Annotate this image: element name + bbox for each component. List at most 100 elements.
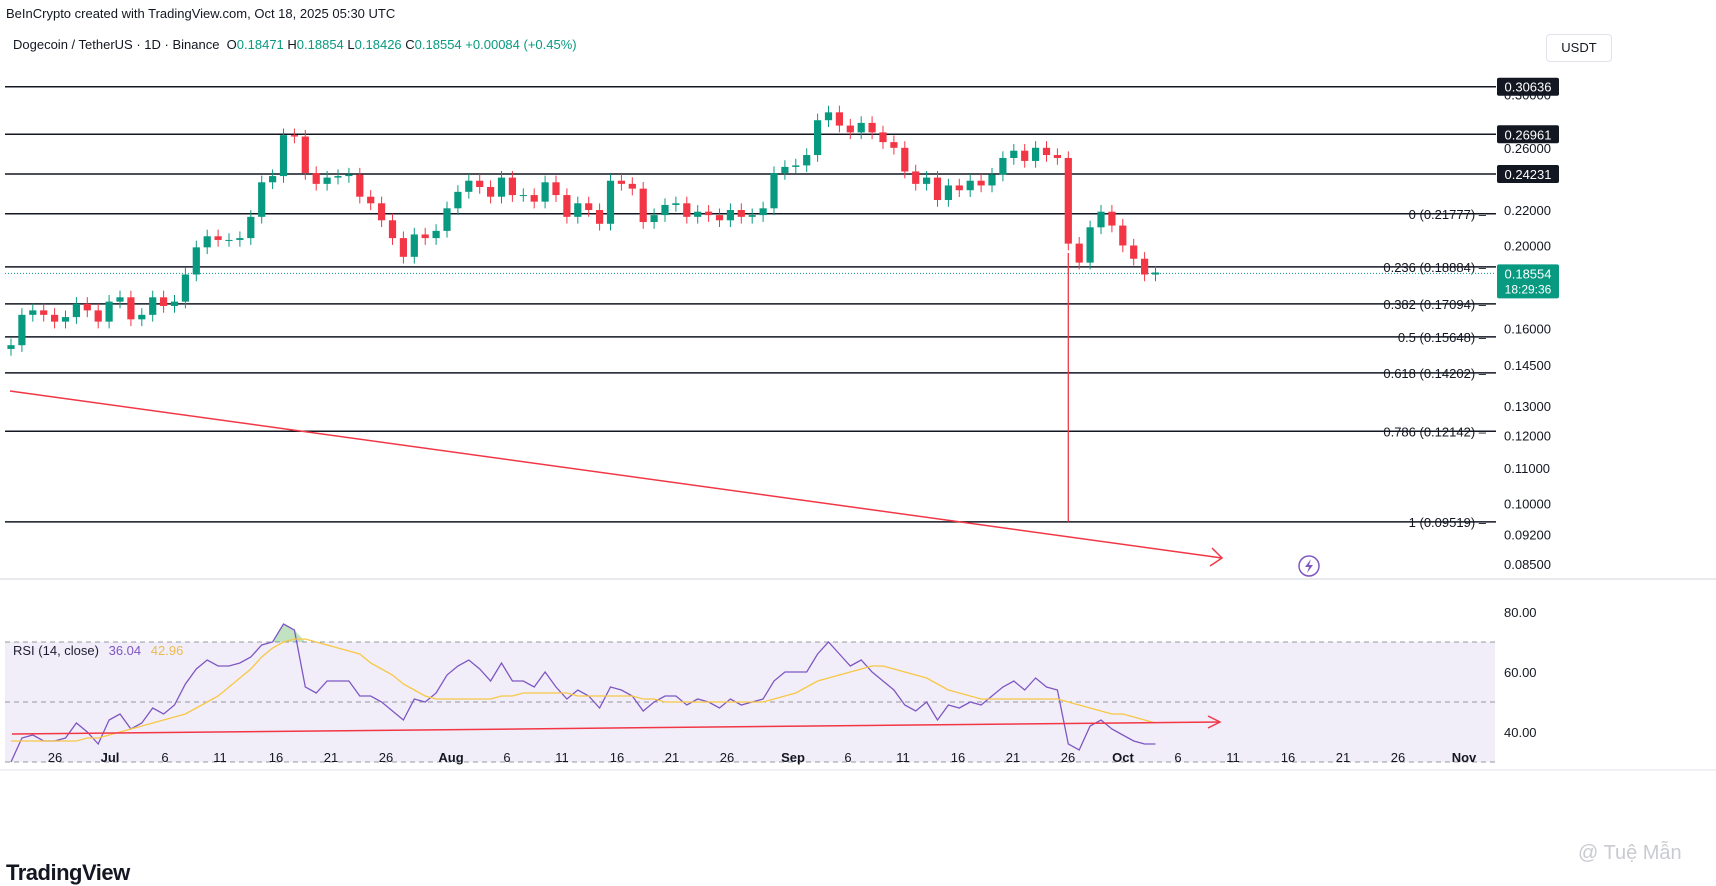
last-price-label: 0.18554 — [1505, 266, 1552, 281]
candle-body — [628, 183, 636, 189]
lightning-icon[interactable] — [1298, 555, 1320, 577]
candle-body — [650, 215, 658, 223]
lightning-bolt-icon — [1305, 559, 1313, 573]
candle-body — [399, 238, 407, 257]
price-tick-label: 0.09200 — [1504, 528, 1551, 543]
rsi-line — [10, 623, 1156, 763]
currency-button[interactable]: USDT — [1546, 34, 1612, 62]
candle-body — [487, 187, 495, 197]
candle-body — [83, 303, 91, 311]
candle-body — [879, 132, 887, 143]
candle-body — [127, 297, 135, 320]
tradingview-logo: TradingView — [6, 860, 130, 885]
candle-body — [1053, 155, 1061, 158]
candle-body — [356, 174, 364, 197]
open-value: 0.18471 — [236, 37, 284, 52]
candle-body — [1141, 258, 1149, 275]
high-value: 0.18854 — [296, 37, 344, 52]
close-value: 0.18554 — [414, 37, 462, 52]
candle-body — [792, 165, 800, 167]
candle-body — [705, 211, 713, 216]
price-tick-label: 0.16000 — [1504, 322, 1551, 337]
level-tag-bg — [1497, 165, 1559, 184]
candle-body — [1086, 227, 1094, 263]
fib-label-0.786: 0.786 (0.12142) – — [1383, 424, 1486, 439]
candle-body — [1075, 243, 1083, 263]
candle-body — [1097, 211, 1105, 228]
open-label: O — [226, 37, 237, 52]
time-tick-label: 11 — [896, 750, 910, 765]
candle-body — [857, 122, 865, 133]
time-tick-label: 16 — [610, 750, 624, 765]
candle-body — [1010, 150, 1018, 158]
time-tick-label: 21 — [1336, 750, 1350, 765]
candle-body — [323, 177, 331, 184]
level-tag-label: 0.30636 — [1505, 80, 1552, 95]
candle-body — [170, 301, 179, 306]
last-price-tag-bg — [1497, 264, 1559, 299]
candle-body — [617, 180, 625, 184]
time-tick-label: 11 — [555, 750, 569, 765]
candle-body — [138, 314, 146, 320]
low-value: 0.18426 — [354, 37, 402, 52]
close-label: C — [405, 37, 415, 52]
candle-body — [279, 135, 288, 177]
candle-body — [454, 191, 462, 209]
candle-body — [181, 274, 189, 302]
candle-body — [661, 204, 669, 216]
candle-body — [203, 236, 211, 248]
candle-body — [672, 203, 680, 205]
candle-body — [61, 317, 70, 322]
rsi-legend[interactable]: RSI (14, close) 36.04 42.96 — [13, 643, 183, 658]
candle-body — [596, 210, 604, 224]
candle-body — [999, 157, 1007, 175]
rsi-ma-value: 42.96 — [150, 643, 184, 658]
candle-body — [781, 166, 789, 173]
candle-body — [541, 182, 549, 202]
fib-label-0.5: 0.5 (0.15648) – — [1398, 330, 1487, 345]
candle-body — [803, 155, 811, 166]
candle-body — [1119, 225, 1127, 246]
time-tick-label: 21 — [324, 750, 338, 765]
rsi-overbought-fill — [272, 624, 306, 642]
candle-body — [1032, 147, 1040, 161]
symbol-legend[interactable]: Dogecoin / TetherUS · 1D · Binance O0.18… — [13, 37, 577, 52]
candle-body — [160, 297, 168, 306]
candle-body — [814, 120, 822, 156]
candle-body — [258, 182, 266, 217]
time-tick-label: 6 — [503, 750, 510, 765]
fib-label-0: 0 (0.21777) – — [1409, 207, 1487, 222]
candle-body — [901, 147, 909, 172]
candle-body — [977, 180, 985, 186]
time-tick-label: 16 — [951, 750, 965, 765]
time-tick-label: 16 — [1281, 750, 1295, 765]
candle-body — [247, 216, 255, 239]
level-tag-bg — [1497, 125, 1559, 144]
price-tick-label: 0.08500 — [1504, 557, 1551, 572]
candle-body — [367, 196, 375, 204]
candle-body — [519, 195, 527, 197]
rsi-ma-line — [11, 638, 1156, 742]
candle-body — [421, 234, 429, 239]
time-tick-label: 26 — [720, 750, 734, 765]
candle-body — [378, 203, 386, 221]
time-tick-label: 26 — [379, 750, 393, 765]
candle-body — [497, 177, 506, 197]
watermark: @ Tuệ Mẫn — [1578, 842, 1682, 864]
candle-body — [1130, 245, 1138, 259]
candle-body — [312, 172, 320, 184]
price-tick-label: 0.14500 — [1504, 358, 1551, 373]
time-tick-label: 16 — [269, 750, 283, 765]
time-tick-label: 21 — [665, 750, 679, 765]
time-tick-label: 6 — [844, 750, 851, 765]
time-tick-label: 26 — [48, 750, 62, 765]
candle-body — [7, 345, 15, 349]
rsi-tick-label: 80.00 — [1504, 605, 1537, 620]
candle-body — [334, 176, 342, 178]
rsi-tick-label: 60.00 — [1504, 665, 1537, 680]
time-tick-label: Oct — [1112, 750, 1134, 765]
candle-body — [890, 142, 898, 148]
candle-body — [933, 177, 942, 200]
price-tick-label: 0.13000 — [1504, 399, 1551, 414]
